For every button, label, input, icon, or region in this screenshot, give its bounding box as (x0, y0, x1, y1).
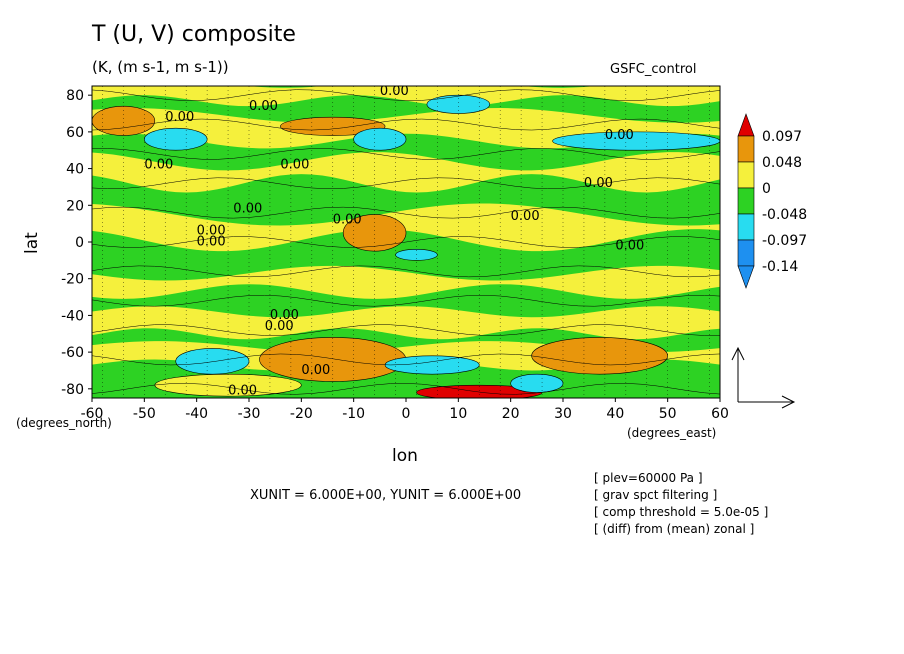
contour-label: 0.00 (301, 363, 330, 378)
contour-label: 0.00 (265, 319, 294, 334)
colorbar-label: 0.097 (762, 129, 802, 145)
x-tick-label: -30 (238, 406, 261, 422)
x-tick-label: -60 (81, 406, 104, 422)
contour-label: 0.00 (333, 213, 362, 228)
contour-label: 0.00 (249, 99, 278, 114)
contour-label: 0.00 (197, 235, 226, 250)
x-axis-ticks: -60 -50 -40 -30 -20 -10 0 10 20 30 40 50 60 (81, 398, 729, 422)
contour-label: 0.00 (197, 224, 226, 239)
contour-label: 0.00 (144, 158, 173, 173)
vector-field-lines (92, 86, 720, 398)
x-tick-label: -40 (185, 406, 208, 422)
colorbar: 0.097 0.048 0 -0.048 -0.097 -0.14 (737, 113, 807, 289)
contour-label: 0.00 (165, 110, 194, 125)
contour-labels: 0.000.000.00 0.000.000.000.000.000.000.00… (144, 73, 644, 398)
shaded-regions (92, 94, 720, 398)
contour-label: 0.00 (233, 202, 262, 217)
contour-line (92, 89, 720, 101)
cyan-region (552, 131, 720, 151)
x-axis-label: lon (392, 446, 418, 466)
note-line: [ plev=60000 Pa ] (594, 471, 703, 485)
y-tick-label: 0 (75, 235, 84, 251)
colorbar-swatch (737, 213, 755, 241)
x-tick-label: 60 (711, 406, 729, 422)
contour-label: 0.00 (605, 128, 634, 143)
contour-line (92, 383, 720, 395)
cyan-region (144, 127, 208, 151)
colorbar-swatch (737, 161, 755, 189)
cyan-region (510, 373, 564, 393)
cyan-region (384, 355, 480, 375)
positive-band (92, 203, 720, 252)
y-units-label: (degrees_north) (16, 416, 112, 430)
contour-line (92, 177, 720, 190)
cyan-region (353, 127, 407, 151)
colorbar-bottom-triangle (737, 265, 755, 289)
contour-label: 0.00 (380, 84, 409, 99)
contour-label: 0.00 (270, 308, 299, 323)
note-line: [ grav spct filtering ] (594, 488, 718, 502)
cyan-region (426, 94, 491, 114)
colorbar-swatch (737, 135, 755, 163)
x-tick-label: 0 (402, 406, 411, 422)
y-tick-label: -60 (61, 345, 84, 361)
vector-reference-arrow (731, 346, 796, 409)
x-tick-label: -10 (342, 406, 365, 422)
x-tick-label: 30 (554, 406, 572, 422)
contour-label: 0.00 (490, 73, 519, 88)
colorbar-label: -0.14 (762, 259, 798, 275)
y-tick-label: 40 (66, 162, 84, 178)
contour-label: 0.00 (228, 383, 257, 398)
x-units-label: (degrees_east) (627, 426, 717, 440)
colorbar-swatch (737, 187, 755, 215)
y-tick-label: 60 (66, 125, 84, 141)
colorbar-label: 0 (762, 181, 771, 197)
x-tick-label: 20 (502, 406, 520, 422)
contour-line (92, 324, 720, 336)
cyan-region (175, 348, 250, 375)
x-tick-label: 10 (449, 406, 467, 422)
note-line: [ (diff) from (mean) zonal ] (594, 522, 755, 536)
colorbar-label: 0.048 (762, 155, 802, 171)
colorbar-label: -0.048 (762, 207, 807, 223)
contour-label: 0.00 (615, 238, 644, 253)
colorbar-label: -0.097 (762, 233, 807, 249)
experiment-label: GSFC_control (610, 62, 697, 77)
contour-line (92, 148, 720, 160)
chart-title: T (U, V) composite (92, 22, 296, 47)
notes-block: [ plev=60000 Pa ] [ grav spct filtering … (594, 470, 768, 538)
y-tick-label: -80 (61, 382, 84, 398)
orange-region (531, 337, 668, 375)
x-tick-label: 50 (659, 406, 677, 422)
y-tick-label: 20 (66, 198, 84, 214)
colorbar-top-triangle (737, 113, 755, 137)
contour-line (92, 118, 720, 131)
contour-line (92, 353, 720, 366)
x-tick-label: 40 (606, 406, 624, 422)
x-tick-label: -20 (290, 406, 313, 422)
contour-label: 0.00 (280, 158, 309, 173)
colorbar-swatch (737, 239, 755, 267)
vector-unit-label: XUNIT = 6.000E+00, YUNIT = 6.000E+00 (250, 488, 522, 503)
contour-label: 0.00 (511, 209, 540, 224)
contour-line (92, 236, 720, 248)
y-axis-ticks: -80 -60 -40 -20 0 20 40 60 80 (61, 88, 92, 398)
x-tick-label: -50 (133, 406, 156, 422)
contour-line (92, 206, 720, 219)
y-tick-label: -20 (61, 272, 84, 288)
contour-line (92, 294, 720, 307)
contour-label: 0.00 (584, 176, 613, 191)
note-line: [ comp threshold = 5.0e-05 ] (594, 505, 769, 519)
y-tick-label: 80 (66, 88, 84, 104)
y-tick-label: -40 (61, 308, 84, 324)
contour-line (92, 265, 720, 278)
positive-band (92, 152, 720, 193)
positive-band (92, 306, 720, 340)
positive-band (92, 86, 720, 107)
chart-subtitle: (K, (m s-1, m s-1)) (92, 58, 229, 76)
